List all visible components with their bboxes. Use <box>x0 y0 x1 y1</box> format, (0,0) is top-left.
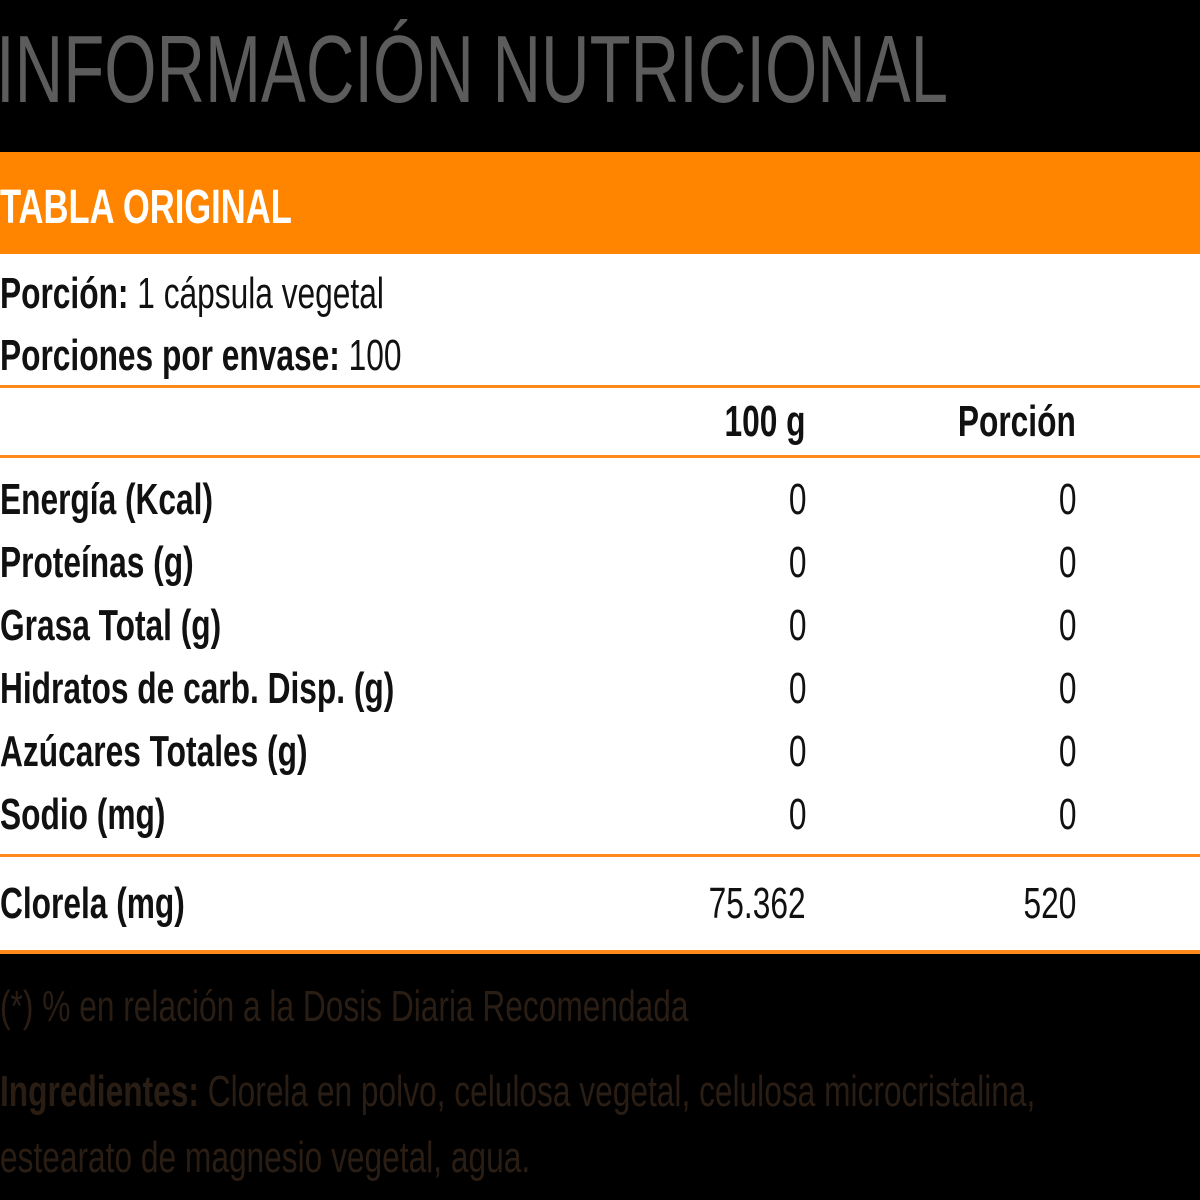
row-label: Grasa Total (g) <box>0 601 222 650</box>
column-header-portion: Porción <box>958 397 1076 446</box>
row-label: Energía (Kcal) <box>0 475 214 524</box>
row-value-100g: 0 <box>788 475 806 524</box>
row-label: Sodio (mg) <box>0 790 166 839</box>
row-label: Clorela (mg) <box>0 879 185 928</box>
column-header-100g: 100 g <box>724 397 806 446</box>
row-value-portion: 0 <box>1058 664 1076 713</box>
row-label: Hidratos de carb. Disp. (g) <box>0 664 395 713</box>
ingredients-line-2: estearato de magnesio vegetal, agua. <box>0 1133 531 1182</box>
row-value-100g: 0 <box>788 538 806 587</box>
row-label: Proteínas (g) <box>0 538 194 587</box>
row-label: Azúcares Totales (g) <box>0 727 308 776</box>
row-value-100g: 0 <box>788 790 806 839</box>
servings-per-container: Porciones por envase: 100 <box>0 331 402 380</box>
table-header-band <box>0 152 1200 254</box>
ingredients-line-1: Ingredientes: Clorela en polvo, celulosa… <box>0 1067 1036 1116</box>
row-value-portion: 0 <box>1058 538 1076 587</box>
table-label: TABLA ORIGINAL <box>0 181 292 234</box>
serving-size: Porción: 1 cápsula vegetal <box>0 269 384 318</box>
divider <box>0 455 1200 458</box>
row-value-100g: 0 <box>788 664 806 713</box>
row-value-portion: 520 <box>1023 879 1076 928</box>
row-value-100g: 75.362 <box>709 879 806 928</box>
row-value-100g: 0 <box>788 727 806 776</box>
divider <box>0 950 1200 954</box>
page-title: INFORMACIÓN NUTRICIONAL <box>0 16 949 123</box>
divider <box>0 385 1200 388</box>
row-value-portion: 0 <box>1058 601 1076 650</box>
row-value-portion: 0 <box>1058 727 1076 776</box>
footnote: (*) % en relación a la Dosis Diaria Reco… <box>0 982 689 1031</box>
row-value-100g: 0 <box>788 601 806 650</box>
row-value-portion: 0 <box>1058 475 1076 524</box>
divider <box>0 854 1200 857</box>
nutrition-table <box>0 254 1200 952</box>
row-value-portion: 0 <box>1058 790 1076 839</box>
